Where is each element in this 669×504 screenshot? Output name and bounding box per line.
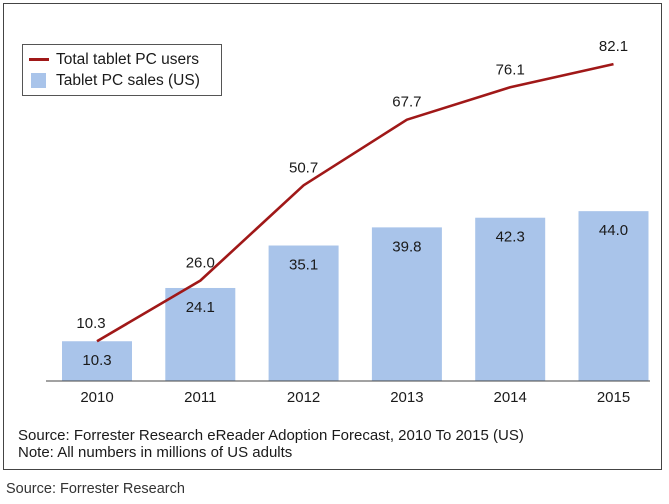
chart-source-note: Source: Forrester Research eReader Adopt… [18, 427, 524, 444]
bar-value-label: 10.3 [82, 352, 111, 369]
bar-value-label: 39.8 [392, 238, 421, 255]
series-line-total-tablet-pc-users [96, 62, 614, 343]
bar-value-label: 44.0 [599, 222, 628, 239]
line-value-label: 76.1 [496, 61, 525, 78]
x-tick-label: 2010 [80, 389, 113, 406]
line-value-label: 67.7 [392, 94, 421, 111]
legend-label-line: Total tablet PC users [56, 51, 200, 68]
bar-2010 [62, 341, 132, 381]
bar-value-label: 35.1 [289, 257, 318, 274]
line-value-label: 10.3 [76, 315, 105, 332]
bar-2014 [475, 217, 546, 381]
bar-value-label: 42.3 [496, 229, 525, 246]
bar-2013 [371, 227, 442, 381]
bar-value-label: 24.1 [186, 299, 215, 316]
x-tick-label: 2012 [287, 389, 320, 406]
bar-2015 [578, 211, 649, 381]
legend-line-swatch [29, 58, 49, 61]
x-tick-label: 2014 [494, 389, 527, 406]
legend-item-bar: Tablet PC sales (US) [29, 70, 215, 91]
x-tick-label: 2011 [184, 389, 216, 406]
line-value-label: 26.0 [186, 255, 215, 272]
bar-2012 [268, 245, 339, 381]
image-source-caption: Source: Forrester Research [6, 481, 185, 497]
line-value-label: 50.7 [289, 159, 318, 176]
legend-label-bar: Tablet PC sales (US) [56, 72, 200, 89]
chart-units-note: Note: All numbers in millions of US adul… [18, 444, 293, 461]
x-tick-label: 2015 [597, 389, 630, 406]
x-tick-label: 2013 [390, 389, 423, 406]
legend: Total tablet PC users Tablet PC sales (U… [22, 44, 222, 96]
legend-bar-swatch [31, 73, 46, 88]
line-value-label: 82.1 [599, 38, 628, 55]
legend-item-line: Total tablet PC users [29, 49, 215, 70]
bar-2011 [165, 287, 236, 381]
